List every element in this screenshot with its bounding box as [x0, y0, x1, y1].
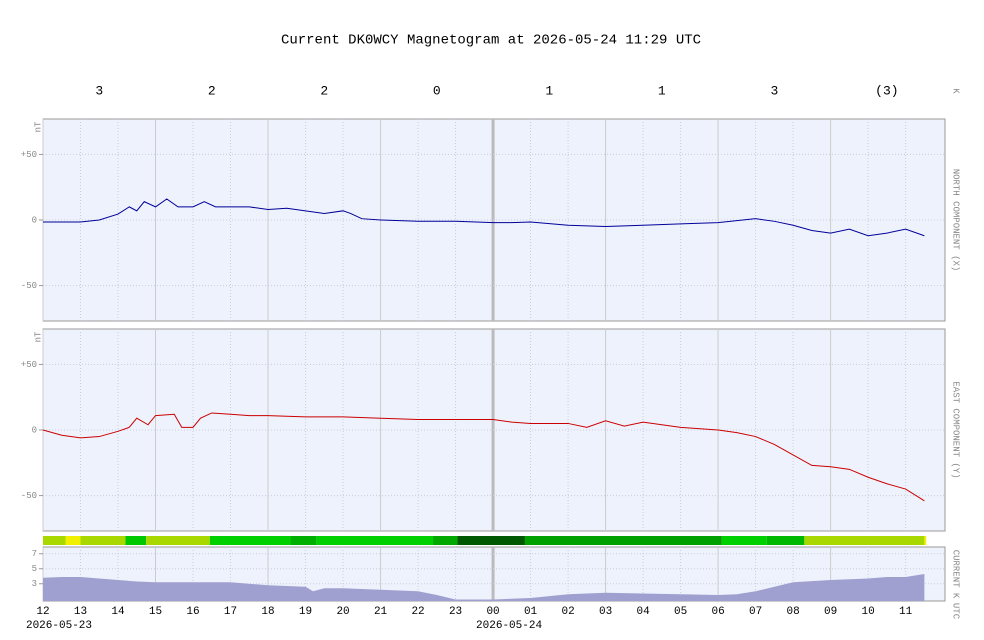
x-tick-label: 20: [336, 606, 349, 618]
unit-label: nT: [33, 121, 43, 132]
k-bar-segment: [457, 536, 525, 545]
k-index: 1: [658, 83, 666, 98]
k-bar-segment: [209, 536, 291, 545]
unit-label: nT: [33, 331, 43, 342]
y-tick-label: -50: [21, 281, 37, 291]
k-index: 3: [95, 83, 103, 98]
x-tick-label: 03: [599, 606, 612, 618]
y-tick-label: 5: [32, 564, 37, 574]
k-bar-segment: [316, 536, 434, 545]
k-bar-segment: [125, 536, 147, 545]
k-index: 3: [770, 83, 778, 98]
y-tick-label: +50: [21, 150, 37, 160]
x-tick-label: 05: [674, 606, 687, 618]
k-index: 1: [545, 83, 553, 98]
x-tick-label: 14: [111, 606, 125, 618]
chart-title: Current DK0WCY Magnetogram at 2026-05-24…: [281, 33, 701, 49]
x-tick-label: 09: [824, 606, 837, 618]
x-tick-label: 07: [749, 606, 762, 618]
x-tick-label: 17: [224, 606, 237, 618]
y-axis-label: CURRENT K: [951, 550, 961, 599]
x-tick-label: 02: [561, 606, 574, 618]
y-tick-label: +50: [21, 360, 37, 370]
k-bar-segment: [433, 536, 458, 545]
x-tick-label: 00: [486, 606, 499, 618]
k-bar-segment: [290, 536, 317, 545]
x-tick-label: 04: [636, 606, 650, 618]
k-bar-segment: [524, 536, 722, 545]
y-tick-label: 0: [32, 425, 37, 435]
x-tick-label: 19: [299, 606, 312, 618]
y-tick-label: 7: [32, 549, 37, 559]
x-tick-label: 08: [787, 606, 800, 618]
x-tick-label: 21: [374, 606, 388, 618]
k-index: (3): [875, 83, 898, 98]
series-line: [42, 412, 925, 502]
x-tick-label: 15: [149, 606, 162, 618]
series-line: [43, 198, 925, 237]
y-tick-label: -50: [21, 491, 37, 501]
y-tick-label: 3: [32, 579, 37, 589]
x-tick-label: 23: [449, 606, 462, 618]
k-bar-segment: [721, 536, 767, 545]
k-label: K: [951, 88, 961, 94]
k-bar-segment: [43, 536, 66, 545]
x-tick-label: 12: [36, 606, 49, 618]
k-bar-segment: [804, 536, 925, 545]
y-axis-label: NORTH COMPONENT (X): [951, 169, 961, 272]
x-tick-label: 13: [74, 606, 87, 618]
x-tick-label: 22: [411, 606, 424, 618]
k-bar-segment: [65, 536, 81, 545]
x-tick-label: 06: [711, 606, 724, 618]
date-label: 2026-05-23: [26, 620, 92, 632]
k-bar-segment: [80, 536, 126, 545]
x-tick-label: 01: [524, 606, 538, 618]
k-index: 0: [433, 83, 441, 98]
x-tick-label: 11: [899, 606, 913, 618]
x-tick-label: 16: [186, 606, 199, 618]
k-bar-segment: [146, 536, 210, 545]
k-bar-segment: [766, 536, 805, 545]
date-label: 2026-05-24: [476, 620, 542, 632]
k-index: 2: [320, 83, 328, 98]
k-index: 2: [208, 83, 216, 98]
k-area: [43, 574, 925, 601]
k-bar-segment: [924, 536, 927, 545]
x-axis-label: UTC: [951, 603, 961, 620]
x-tick-label: 18: [261, 606, 274, 618]
x-tick-label: 10: [862, 606, 875, 618]
y-tick-label: 0: [32, 215, 37, 225]
y-axis-label: EAST COMPONENT (Y): [951, 381, 961, 478]
